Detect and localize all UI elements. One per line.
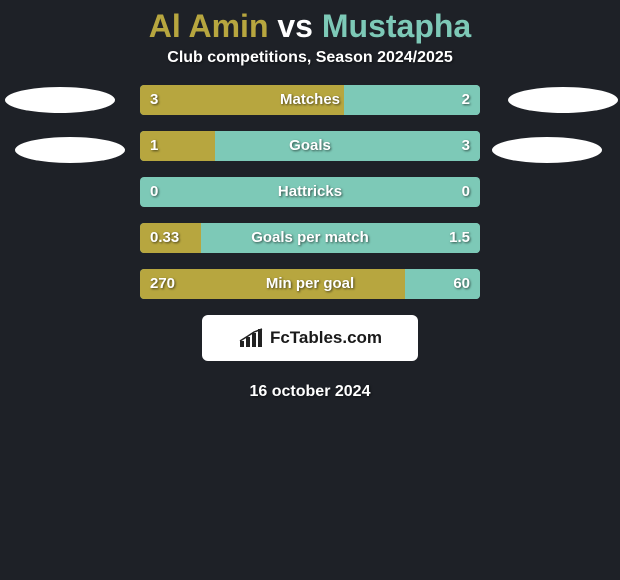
stat-bar-right: [412, 269, 480, 299]
date-text: 16 october 2024: [0, 383, 620, 401]
stat-bar-track: [140, 223, 480, 253]
player2-name: Mustapha: [322, 8, 471, 44]
player1-name: Al Amin: [149, 8, 269, 44]
stat-bar-track: [140, 269, 480, 299]
stat-bar-right: [201, 223, 480, 253]
chart-icon: [238, 327, 266, 349]
page-title: Al Amin vs Mustapha: [0, 0, 620, 49]
stat-bar-left: [140, 85, 344, 115]
stat-bar-left: [140, 223, 201, 253]
stats-area: Matches32 Goals13 Hattricks00 Goals per mat…: [0, 85, 620, 299]
subtitle: Club competitions, Season 2024/2025: [0, 49, 620, 85]
fctables-logo[interactable]: FcTables.com: [202, 315, 418, 361]
stat-row: Hattricks00: [0, 177, 620, 207]
stat-bar-right: [215, 131, 480, 161]
stat-bar-track: [140, 177, 480, 207]
stat-bar-track: [140, 131, 480, 161]
stat-row: Goals per match0.331.5: [0, 223, 620, 253]
stat-bar-right: [344, 85, 480, 115]
vs-text: vs: [277, 8, 313, 44]
stat-row: Matches32: [0, 85, 620, 115]
stat-bar-left: [140, 269, 405, 299]
stat-row: Goals13: [0, 131, 620, 161]
stat-bar-left: [140, 131, 215, 161]
stat-bar-track: [140, 85, 480, 115]
logo-text: FcTables.com: [270, 328, 382, 348]
stat-row: Min per goal27060: [0, 269, 620, 299]
